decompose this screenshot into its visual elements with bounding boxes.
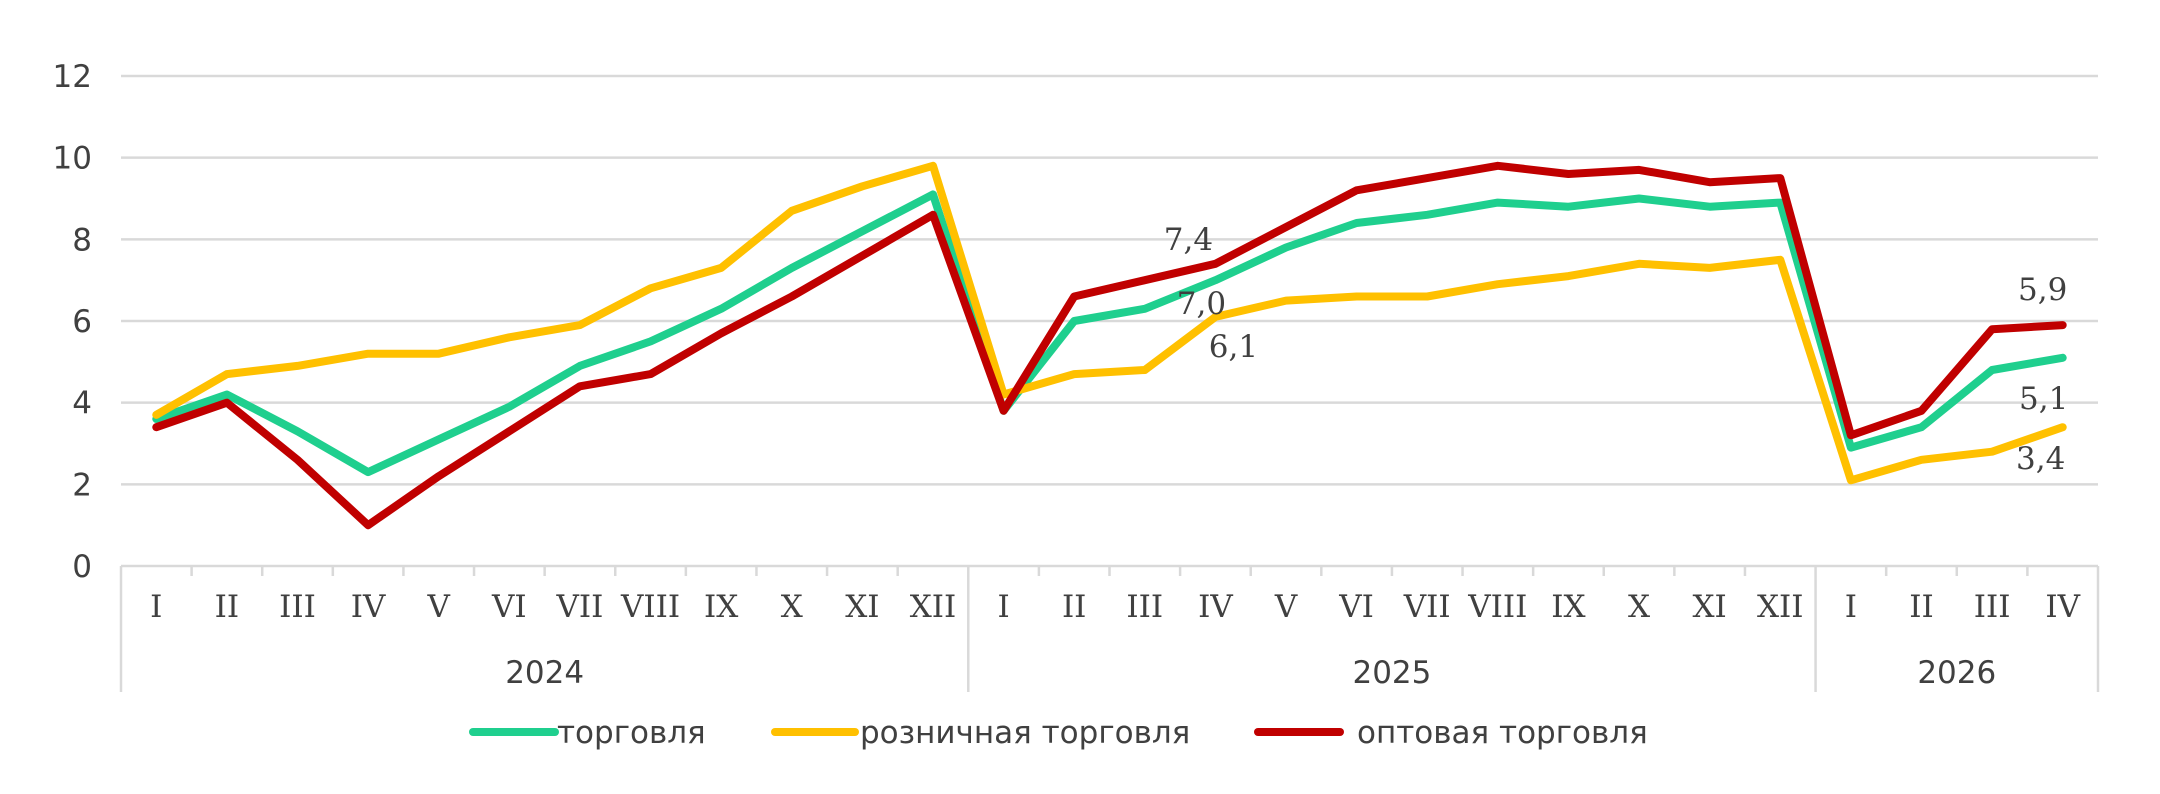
x-tick-label: XII (1757, 589, 1804, 625)
x-tick-label: III (1126, 589, 1163, 625)
y-tick-label: 4 (72, 386, 92, 422)
x-tick-label: VIII (620, 589, 680, 625)
x-tick-label: X (781, 589, 803, 625)
x-tick-label: V (1274, 589, 1298, 625)
x-tick-label: II (1909, 589, 1934, 625)
x-tick-label: VI (1338, 589, 1374, 625)
x-tick-label: IX (1551, 589, 1585, 625)
data-label: 3,4 (2016, 441, 2065, 477)
x-tick-label: VIII (1467, 589, 1527, 625)
legend-label: розничная торговля (860, 715, 1190, 751)
legend-label: оптовая торговля (1357, 715, 1648, 751)
x-tick-label: I (150, 589, 162, 625)
legend-item-1: розничная торговля (771, 715, 1190, 751)
x-tick-label: IV (351, 589, 386, 625)
series-lines (152, 161, 2067, 530)
x-tick-label: II (1062, 589, 1087, 625)
series-line-2 (152, 161, 2067, 530)
data-label: 5,1 (2019, 381, 2068, 417)
data-label: 5,9 (2018, 272, 2067, 308)
x-tick-label: X (1628, 589, 1650, 625)
y-tick-label: 0 (72, 549, 92, 585)
gridlines (121, 74, 2098, 486)
y-tick-label: 10 (53, 141, 92, 177)
x-tick-label: III (1974, 589, 2011, 625)
legend-item-0: торговля (469, 715, 706, 751)
x-tick-label: IV (1198, 589, 1233, 625)
data-label: 7,4 (1164, 222, 1213, 258)
x-tick-label: V (427, 589, 451, 625)
data-label: 7,0 (1177, 286, 1226, 322)
year-group-label: 2025 (1352, 655, 1431, 691)
y-tick-label: 12 (53, 59, 92, 95)
x-tick-label: XII (910, 589, 957, 625)
x-tick-label: VII (1403, 589, 1451, 625)
year-group-label: 2026 (1917, 655, 1996, 691)
x-tick-label: XI (1692, 589, 1726, 625)
data-labels: 7,4 7,0 6,1 5,9 5,1 3,4 (1164, 222, 2069, 477)
x-tick-label: IV (2045, 589, 2080, 625)
series-line-1 (152, 161, 2067, 485)
x-tick-label: I (1845, 589, 1857, 625)
x-tick-label: I (997, 589, 1009, 625)
year-group-label: 2024 (505, 655, 584, 691)
legend-label: торговля (557, 715, 706, 751)
y-axis: 0 2 4 6 8 10 12 (53, 59, 92, 585)
x-tick-label: III (279, 589, 316, 625)
x-tick-label: VI (491, 589, 527, 625)
legend-item-2: оптовая торговля (1254, 715, 1648, 751)
y-tick-label: 8 (72, 222, 92, 258)
x-tick-label: XI (845, 589, 879, 625)
y-tick-label: 2 (72, 467, 92, 503)
y-tick-label: 6 (72, 304, 92, 340)
data-label: 6,1 (1209, 329, 1258, 365)
x-tick-label: VII (556, 589, 604, 625)
series-line-0 (152, 190, 2067, 477)
legend: торговля розничная торговля оптовая торгов… (469, 715, 1648, 751)
x-tick-label: II (215, 589, 240, 625)
x-tick-label: IX (704, 589, 738, 625)
